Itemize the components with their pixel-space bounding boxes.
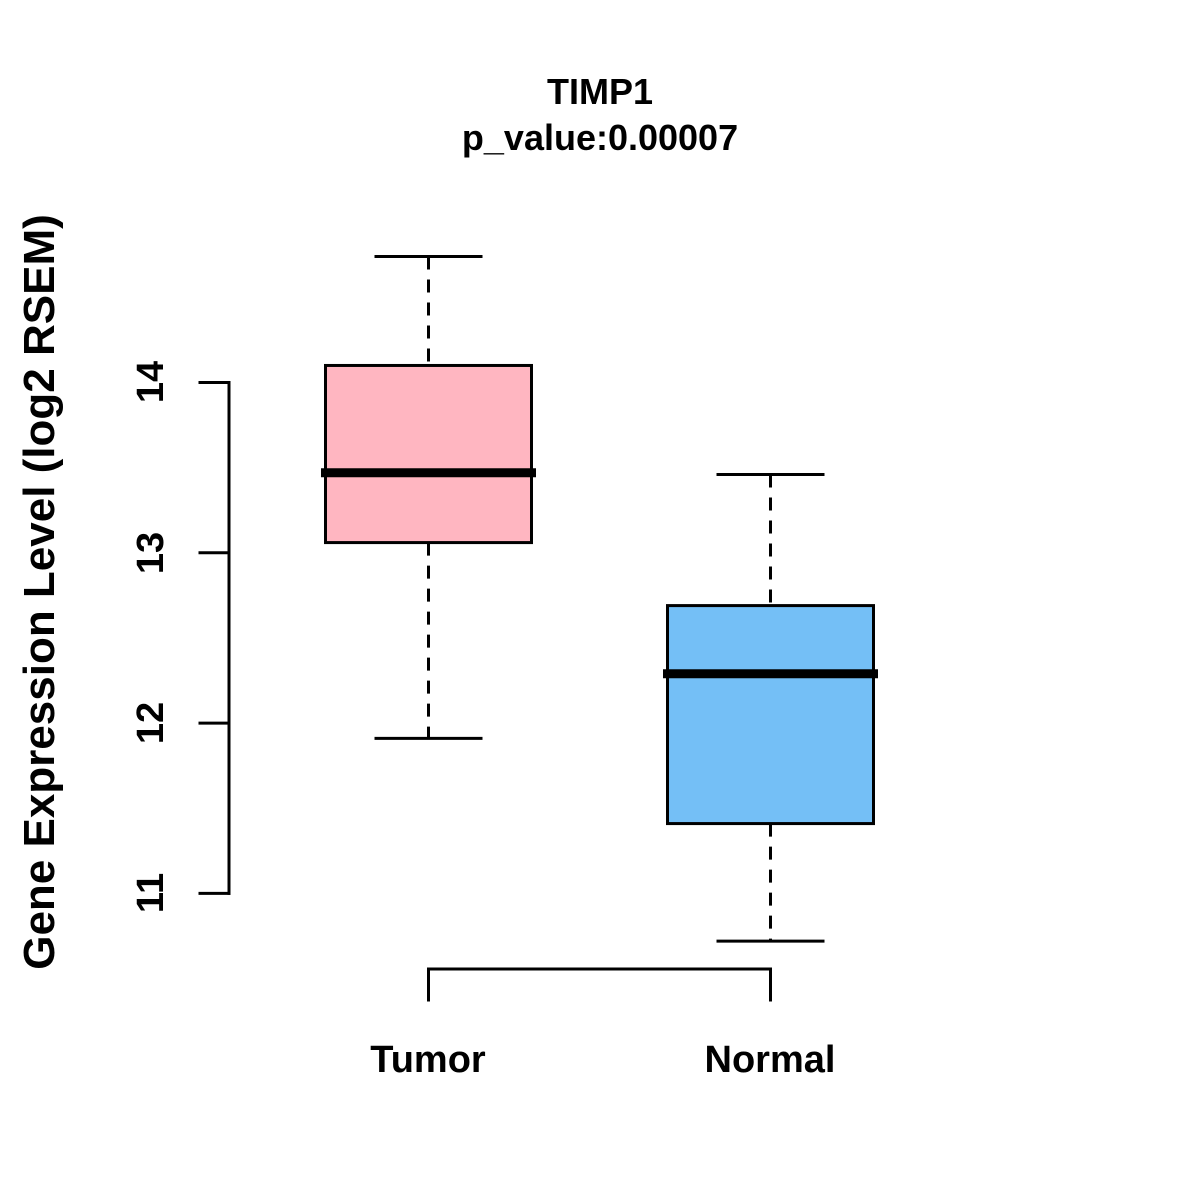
y-tick-label-12: 12	[130, 701, 172, 745]
chart-title: TIMP1	[546, 71, 653, 112]
tumor-box	[324, 363, 533, 545]
y-axis-label: Gene Expression Level (log2 RSEM)	[15, 214, 64, 970]
y-tick-label-11: 11	[130, 872, 172, 914]
y-tick-label-14: 14	[130, 360, 172, 404]
x-category-label-normal: Normal	[704, 1039, 836, 1081]
x-category-label-tumor: Tumor	[370, 1039, 486, 1081]
y-tick-label-13: 13	[130, 531, 172, 575]
normal-box	[666, 604, 875, 826]
chart-subtitle-pvalue: p_value:0.00007	[461, 117, 739, 158]
